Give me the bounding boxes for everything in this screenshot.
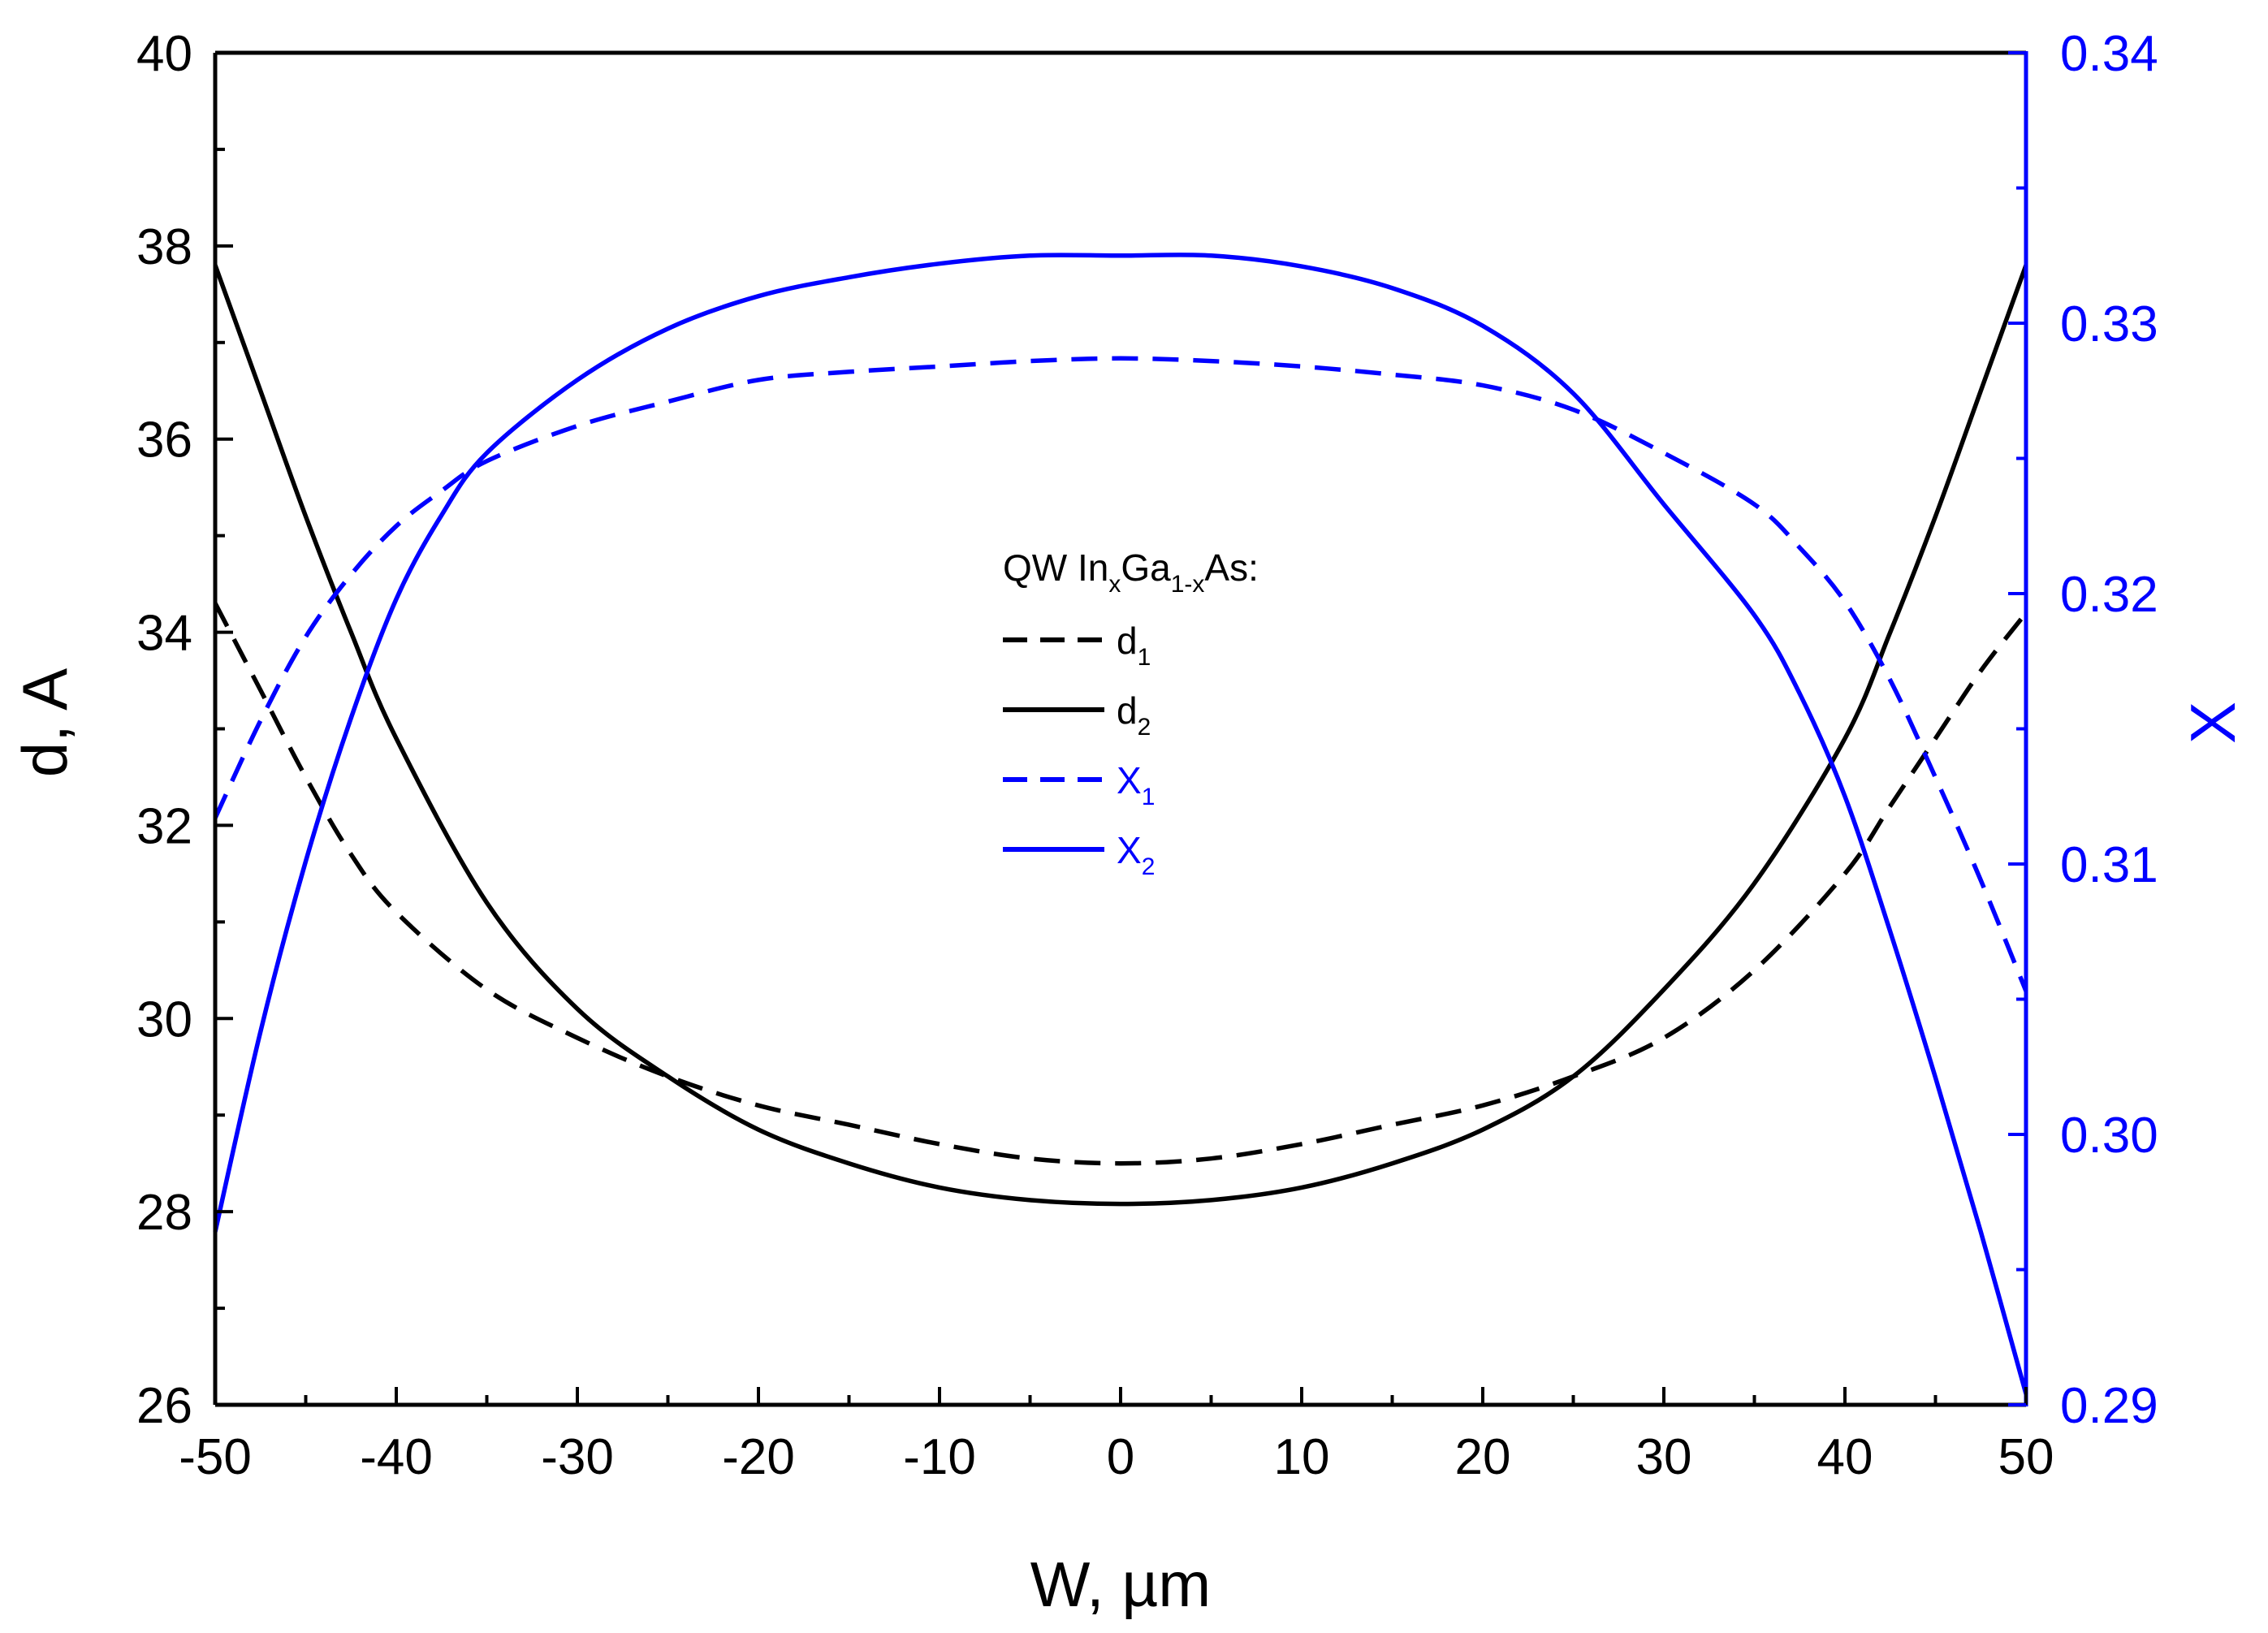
legend-label-x2: X2 [1117, 829, 1155, 880]
legend-item-x1: X1 [1003, 759, 1155, 810]
series-line-x2 [213, 253, 2028, 1395]
y-right-tick-label: 0.33 [2060, 296, 2158, 352]
y-right-axis-title: X [2177, 702, 2249, 744]
tick-labels: -50 -40 -30 -20 -10 0 10 20 30 40 50 26 28 30 32 34 36 38… [136, 26, 2158, 1485]
legend-label-d1: d1 [1117, 620, 1151, 671]
y-right-tick-label: 0.34 [2060, 26, 2158, 82]
x-tick-label: 50 [1998, 1429, 2054, 1485]
y-right-tick-label: 0.32 [2060, 567, 2158, 623]
y-left-tick-label: 40 [136, 26, 192, 82]
x-tick-label: -20 [722, 1429, 795, 1485]
legend: QW InxGa1-xAs: d1 d2 X1 X2 [1003, 546, 1259, 880]
y-left-tick-label: 38 [136, 219, 192, 275]
x-tick-label: -10 [903, 1429, 976, 1485]
tick-layer [214, 51, 2028, 1406]
y-right-tick-label: 0.29 [2060, 1378, 2158, 1434]
y-right-tick-label: 0.31 [2060, 837, 2158, 893]
series-line-x1 [213, 356, 2028, 992]
y-left-tick-label: 30 [136, 991, 192, 1048]
x-tick-label: 10 [1274, 1429, 1330, 1485]
legend-item-d2: d2 [1003, 689, 1151, 741]
legend-label-d2: d2 [1117, 689, 1151, 741]
series-line-d2 [213, 264, 2028, 1207]
x-tick-label: -30 [541, 1429, 614, 1485]
y-left-tick-label: 36 [136, 413, 192, 469]
x-tick-label: -50 [179, 1429, 252, 1485]
y-left-tick-label: 34 [136, 606, 192, 662]
y-left-axis-title: d, A [9, 668, 80, 777]
x-tick-label: 40 [1817, 1429, 1873, 1485]
legend-item-d1: d1 [1003, 620, 1151, 671]
x-tick-label: 30 [1636, 1429, 1692, 1485]
series-layer [213, 253, 2028, 1395]
y-right-tick-label: 0.30 [2060, 1108, 2158, 1164]
x-tick-label: -40 [360, 1429, 433, 1485]
y-left-tick-label: 26 [136, 1378, 192, 1434]
y-left-tick-label: 28 [136, 1185, 192, 1241]
x-tick-label: 20 [1455, 1429, 1511, 1485]
x-axis-title: W, µm [1030, 1549, 1212, 1620]
legend-title: QW InxGa1-xAs: [1003, 546, 1259, 598]
legend-label-x1: X1 [1117, 759, 1155, 810]
y-left-tick-label: 32 [136, 798, 192, 854]
x-tick-label: 0 [1107, 1429, 1134, 1485]
legend-item-x2: X2 [1003, 829, 1155, 880]
series-line-d1 [213, 602, 2028, 1166]
